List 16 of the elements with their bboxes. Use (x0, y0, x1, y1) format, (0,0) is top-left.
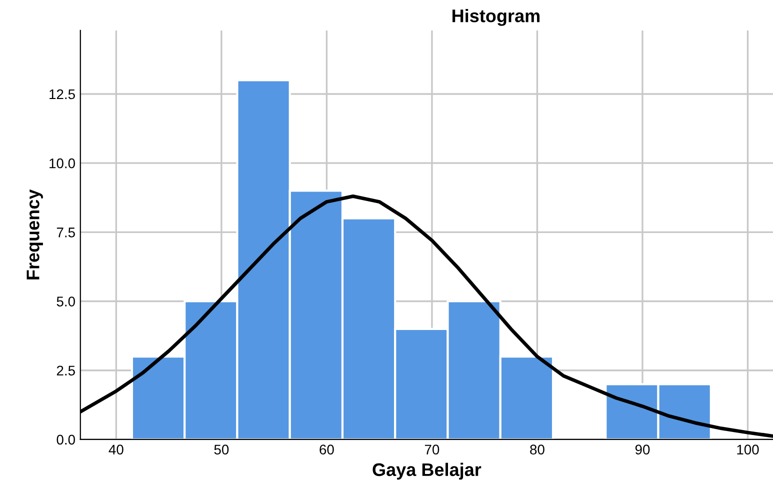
x-tick-label: 70 (424, 444, 440, 455)
y-tick-label: 5.0 (56, 296, 75, 306)
x-tick-label: 60 (320, 444, 334, 455)
y-axis-title: Frequency (26, 189, 43, 280)
y-tick-label: 7.5 (56, 228, 75, 238)
x-tick-label: 50 (214, 444, 229, 455)
y-tick-label: 12.5 (50, 89, 75, 100)
y-tick-label: 10.0 (50, 158, 75, 168)
x-tick-label: 80 (530, 444, 544, 455)
x-tick-label: 100 (737, 444, 759, 455)
y-tick-label: 0.0 (56, 434, 75, 445)
x-tick-label: 90 (635, 444, 650, 455)
x-axis-title: Gaya Belajar (372, 462, 482, 480)
y-tick-label: 2.5 (56, 366, 75, 376)
x-tick-label: 40 (108, 444, 124, 455)
chart-title: Histogram (452, 9, 540, 26)
